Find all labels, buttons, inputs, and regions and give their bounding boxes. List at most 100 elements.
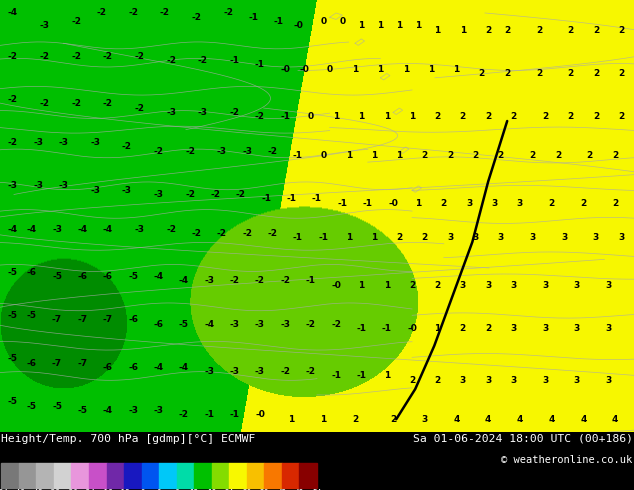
Text: 2: 2 — [352, 415, 358, 424]
Text: -3: -3 — [153, 406, 164, 415]
Text: 2: 2 — [504, 26, 510, 35]
Text: 2: 2 — [422, 151, 428, 160]
Text: -1: -1 — [337, 198, 347, 208]
Text: 1: 1 — [371, 151, 377, 160]
Text: -4: -4 — [103, 224, 113, 234]
Text: 1: 1 — [320, 415, 327, 424]
Text: 2: 2 — [479, 69, 485, 78]
Text: -2: -2 — [71, 17, 81, 26]
Text: -3: -3 — [255, 367, 265, 376]
Text: 2: 2 — [586, 151, 593, 160]
Text: -1: -1 — [255, 60, 265, 69]
Text: 18: 18 — [207, 489, 216, 490]
Text: -2: -2 — [71, 51, 81, 61]
Text: -4: -4 — [153, 363, 164, 372]
Text: -3: -3 — [8, 181, 18, 190]
Text: -12: -12 — [117, 489, 131, 490]
Text: -2: -2 — [191, 229, 202, 238]
Text: 0: 0 — [307, 112, 314, 121]
Text: 1: 1 — [288, 415, 295, 424]
Text: 2: 2 — [396, 233, 403, 242]
Text: 3: 3 — [510, 281, 517, 290]
Text: -2: -2 — [185, 190, 195, 199]
Text: 1: 1 — [346, 151, 352, 160]
Bar — [54, 464, 72, 488]
Text: 54: 54 — [313, 489, 321, 490]
Text: 1: 1 — [358, 112, 365, 121]
Text: 2: 2 — [510, 112, 517, 121]
Bar — [72, 464, 89, 488]
Text: -2: -2 — [185, 147, 195, 156]
Text: 2: 2 — [593, 112, 599, 121]
Text: -3: -3 — [153, 190, 164, 199]
Text: 1: 1 — [415, 198, 422, 208]
Text: -2: -2 — [236, 190, 246, 199]
Text: -4: -4 — [179, 363, 189, 372]
Text: 3: 3 — [593, 233, 599, 242]
Text: -3: -3 — [122, 186, 132, 195]
Text: 2: 2 — [447, 151, 453, 160]
Text: 1: 1 — [384, 371, 390, 381]
Text: 3: 3 — [510, 376, 517, 385]
Text: -2: -2 — [71, 99, 81, 108]
Text: -0: -0 — [407, 324, 417, 333]
Text: Height/Temp. 700 hPa [gdmp][°C] ECMWF: Height/Temp. 700 hPa [gdmp][°C] ECMWF — [1, 434, 256, 444]
Text: -2: -2 — [268, 229, 278, 238]
Bar — [247, 464, 264, 488]
Text: 2: 2 — [612, 198, 618, 208]
Text: 1: 1 — [377, 22, 384, 30]
Text: -1: -1 — [280, 112, 290, 121]
Text: 3: 3 — [574, 281, 580, 290]
Text: 3: 3 — [472, 233, 479, 242]
Text: 1: 1 — [333, 112, 339, 121]
Text: -0: -0 — [388, 198, 398, 208]
Text: 3: 3 — [618, 233, 624, 242]
Bar — [89, 464, 107, 488]
Text: -1: -1 — [293, 151, 303, 160]
Text: 2: 2 — [567, 69, 574, 78]
Bar — [194, 464, 212, 488]
Text: 2: 2 — [409, 281, 415, 290]
Text: -2: -2 — [160, 8, 170, 18]
Text: -1: -1 — [287, 195, 297, 203]
Text: -5: -5 — [77, 406, 87, 415]
Text: 2: 2 — [567, 26, 574, 35]
Text: 24: 24 — [224, 489, 234, 490]
Text: 6: 6 — [174, 489, 179, 490]
Text: 3: 3 — [460, 376, 466, 385]
Text: -2: -2 — [223, 8, 233, 18]
Text: 3: 3 — [447, 233, 453, 242]
Text: 2: 2 — [441, 198, 447, 208]
Text: 1: 1 — [384, 112, 390, 121]
Text: © weatheronline.co.uk: © weatheronline.co.uk — [501, 455, 633, 465]
Text: -2: -2 — [122, 143, 132, 151]
Text: 3: 3 — [605, 281, 612, 290]
Text: -2: -2 — [103, 99, 113, 108]
Text: -4: -4 — [179, 276, 189, 285]
Text: -4: -4 — [27, 224, 37, 234]
Text: -5: -5 — [8, 311, 18, 320]
Text: 3: 3 — [574, 376, 580, 385]
Text: -3: -3 — [128, 406, 138, 415]
Text: -5: -5 — [27, 402, 37, 411]
Text: -1: -1 — [363, 198, 373, 208]
Text: -1: -1 — [230, 56, 240, 65]
Text: 2: 2 — [409, 376, 415, 385]
Text: -2: -2 — [166, 56, 176, 65]
Text: 1: 1 — [460, 26, 466, 35]
Text: 2: 2 — [434, 281, 441, 290]
Text: -1: -1 — [261, 195, 271, 203]
Text: -7: -7 — [77, 315, 87, 324]
Text: 1: 1 — [453, 65, 460, 74]
Text: -5: -5 — [179, 319, 189, 329]
Text: 2: 2 — [555, 151, 561, 160]
Text: 4: 4 — [453, 415, 460, 424]
Text: 2: 2 — [593, 26, 599, 35]
Text: -2: -2 — [134, 103, 145, 113]
Text: -1: -1 — [230, 411, 240, 419]
Text: -1: -1 — [306, 276, 316, 285]
Text: -6: -6 — [27, 359, 37, 368]
Text: -2: -2 — [179, 411, 189, 419]
Text: -1: -1 — [331, 371, 341, 381]
Text: 3: 3 — [605, 324, 612, 333]
